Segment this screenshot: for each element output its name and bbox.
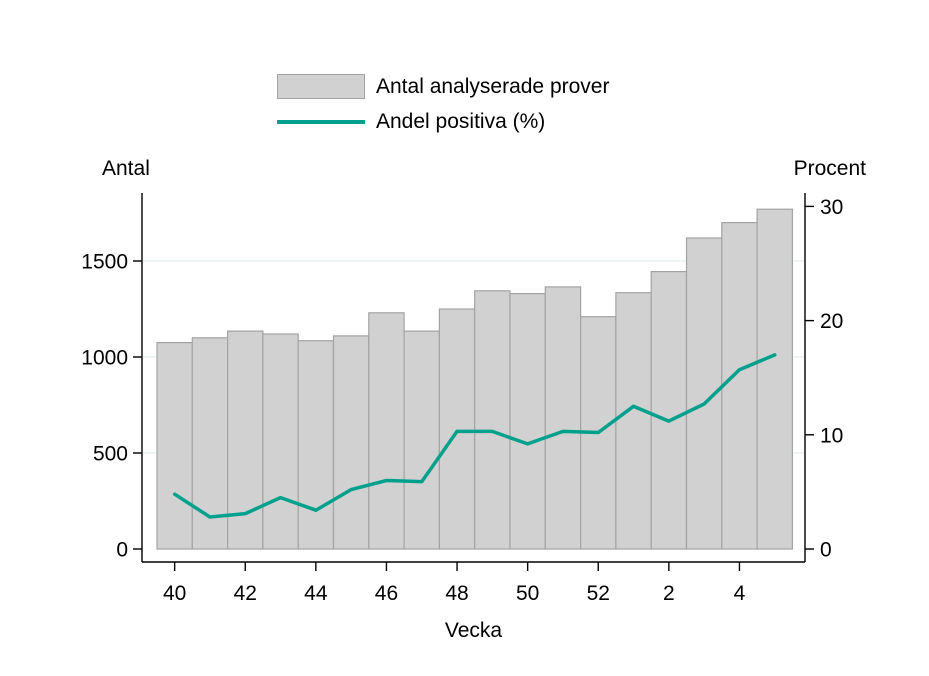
x-tick-label: 46: [375, 582, 398, 605]
bar-week-50: [509, 293, 546, 550]
bar-week-49: [474, 290, 511, 550]
x-tick-label: 4: [734, 582, 746, 605]
x-axis-title: Vecka: [444, 619, 503, 642]
bar-week-2: [650, 271, 688, 550]
y-right-tick-label: 0: [820, 539, 832, 562]
x-tick-label: 2: [663, 582, 675, 605]
legend-item-bars: Antal analyserade prover: [277, 74, 609, 99]
positivity-line: [172, 353, 777, 519]
legend-bar-swatch: [277, 74, 365, 99]
legend-bar-label: Antal analyserade prover: [376, 74, 610, 98]
bar-week-47: [403, 330, 441, 550]
bar-week-41: [191, 337, 229, 550]
bar-week-48: [438, 308, 476, 550]
x-tick-label: 50: [516, 582, 539, 605]
y-left-tick-label: 1500: [81, 251, 128, 274]
y-right-tick-label: 30: [820, 196, 843, 219]
y-right-tick-label: 20: [820, 310, 843, 333]
bar-week-43: [262, 333, 299, 550]
bar-week-4: [721, 222, 758, 550]
x-tick-label: 52: [587, 582, 610, 605]
legend-line-label: Andel positiva (%): [376, 109, 546, 133]
legend-line-swatch: [277, 109, 365, 134]
left-axis-title: Antal: [102, 157, 150, 180]
x-tick-label: 44: [304, 582, 328, 605]
legend-item-line: Andel positiva (%): [277, 109, 609, 134]
x-tick-label: 48: [445, 582, 468, 605]
bar-week-51: [544, 286, 582, 550]
bar-week-40: [156, 342, 193, 550]
bar-week-44: [297, 340, 335, 550]
bar-week-1: [615, 292, 652, 550]
legend: Antal analyserade prover Andel positiva …: [277, 74, 609, 134]
right-axis-title: Procent: [793, 157, 866, 180]
x-tick-label: 42: [234, 582, 257, 605]
bar-week-45: [332, 335, 370, 550]
bar-week-46: [368, 312, 405, 550]
y-left-tick-label: 500: [93, 443, 128, 466]
y-left-tick-label: 0: [116, 539, 128, 562]
y-left-tick-label: 1000: [81, 347, 128, 370]
bar-week-42: [227, 330, 264, 550]
bar-week-5: [756, 208, 793, 550]
y-right-tick-label: 10: [820, 424, 843, 447]
x-tick-label: 40: [163, 582, 186, 605]
